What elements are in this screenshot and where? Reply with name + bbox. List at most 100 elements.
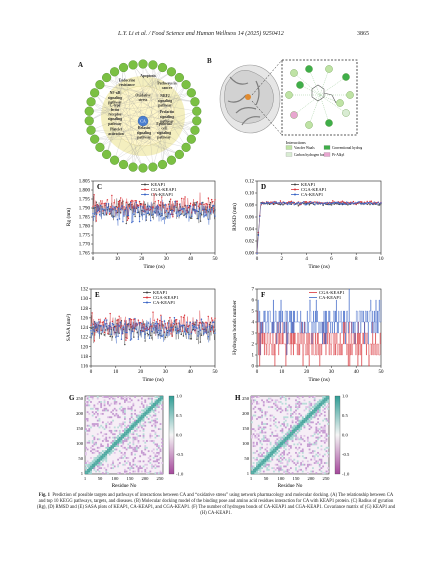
x-tick-label: 50 — [213, 257, 219, 262]
colorbar — [334, 395, 341, 475]
x-axis-label: Time (ns) — [308, 376, 330, 383]
data-point — [310, 201, 312, 203]
data-point — [132, 220, 134, 223]
data-point — [300, 203, 302, 205]
data-point — [332, 200, 334, 202]
data-point — [151, 214, 153, 216]
data-point — [264, 202, 266, 205]
data-point — [200, 202, 203, 204]
y-tick-label: 1.770 — [79, 243, 91, 248]
target-node — [109, 67, 120, 77]
data-point — [163, 217, 165, 219]
data-point — [192, 204, 194, 206]
data-point — [340, 201, 342, 203]
data-point — [208, 325, 211, 327]
data-point — [191, 217, 193, 219]
data-point — [159, 332, 161, 335]
data-point — [92, 205, 94, 208]
data-point — [151, 325, 153, 327]
data-point — [182, 324, 185, 326]
data-point — [161, 196, 163, 198]
data-point — [157, 323, 160, 325]
data-point — [380, 202, 382, 204]
data-point — [270, 203, 272, 205]
pathway-label: Epithelial cell signaling pathway — [156, 122, 171, 140]
legend-swatch — [323, 152, 331, 157]
caption-lead: Fig. 1 — [38, 493, 50, 498]
data-point — [100, 200, 102, 202]
residue-node — [290, 111, 298, 119]
colorbar-label: -1.0 — [176, 472, 184, 477]
data-point — [196, 327, 198, 329]
data-point — [177, 211, 180, 213]
x-tick-label: 150 — [127, 476, 135, 481]
x-tick-label: 40 — [354, 370, 360, 375]
data-point — [169, 209, 172, 212]
y-tick-label: 50 — [244, 456, 249, 461]
y-tick-label: 150 — [242, 426, 250, 431]
data-point — [213, 205, 215, 207]
y-tick-label: 1.765 — [79, 252, 91, 257]
data-point — [178, 332, 180, 334]
pathway-label: Endocrine resistance — [119, 79, 136, 88]
data-point — [128, 318, 131, 320]
y-tick-label: 0.06 — [245, 216, 254, 221]
data-point — [150, 334, 152, 337]
data-point — [164, 211, 166, 214]
data-point — [129, 318, 132, 320]
data-point — [199, 341, 202, 343]
panel-a-network: CA Endocrine resistance Apoptosis Pathways i… — [78, 57, 204, 173]
data-point — [210, 198, 213, 201]
residue-node — [296, 81, 304, 89]
data-point — [191, 212, 193, 214]
data-point — [101, 208, 103, 210]
residue-node — [290, 69, 298, 77]
data-point — [102, 208, 104, 210]
data-point — [112, 323, 115, 326]
x-axis-label: Residue No — [278, 483, 303, 489]
data-point — [179, 213, 182, 216]
data-point — [206, 203, 208, 206]
data-point — [91, 312, 93, 314]
plot-frame — [256, 180, 382, 254]
data-point — [326, 201, 328, 204]
data-point — [304, 201, 306, 203]
data-point — [103, 331, 106, 334]
residue-node — [305, 65, 313, 73]
data-point — [154, 207, 156, 209]
target-node — [190, 125, 200, 135]
data-point — [128, 207, 131, 209]
data-point — [151, 330, 153, 333]
data-point — [290, 200, 293, 203]
data-point — [112, 216, 114, 218]
data-point — [106, 206, 109, 209]
pathway-label: Oxidative stress — [135, 94, 151, 103]
target-node — [84, 116, 94, 126]
y-tick-label: 1.785 — [79, 216, 91, 221]
residue-node — [325, 65, 333, 73]
data-point — [200, 318, 203, 320]
data-point — [100, 325, 102, 327]
legend-label: CGA-KEAP1 — [319, 290, 345, 295]
data-point — [139, 331, 142, 333]
data-point — [137, 319, 140, 321]
data-point — [281, 203, 283, 205]
y-tick-label: 0.00 — [245, 252, 254, 257]
target-node — [138, 59, 148, 69]
data-point — [205, 202, 207, 205]
data-point — [256, 252, 258, 255]
y-tick-label: 50 — [78, 456, 83, 461]
data-point — [135, 328, 137, 331]
data-point — [187, 328, 189, 330]
y-tick-label: 3 — [252, 332, 255, 337]
data-point — [183, 214, 185, 217]
target-node — [190, 97, 200, 107]
pathway-label: C-type lectin receptor signaling pathway — [108, 103, 122, 125]
data-point — [190, 333, 193, 335]
y-tick-label: 4 — [252, 321, 255, 326]
data-point — [265, 201, 268, 203]
data-point — [157, 329, 160, 331]
data-point — [126, 214, 129, 217]
data-point — [285, 202, 287, 204]
data-point — [168, 322, 170, 324]
